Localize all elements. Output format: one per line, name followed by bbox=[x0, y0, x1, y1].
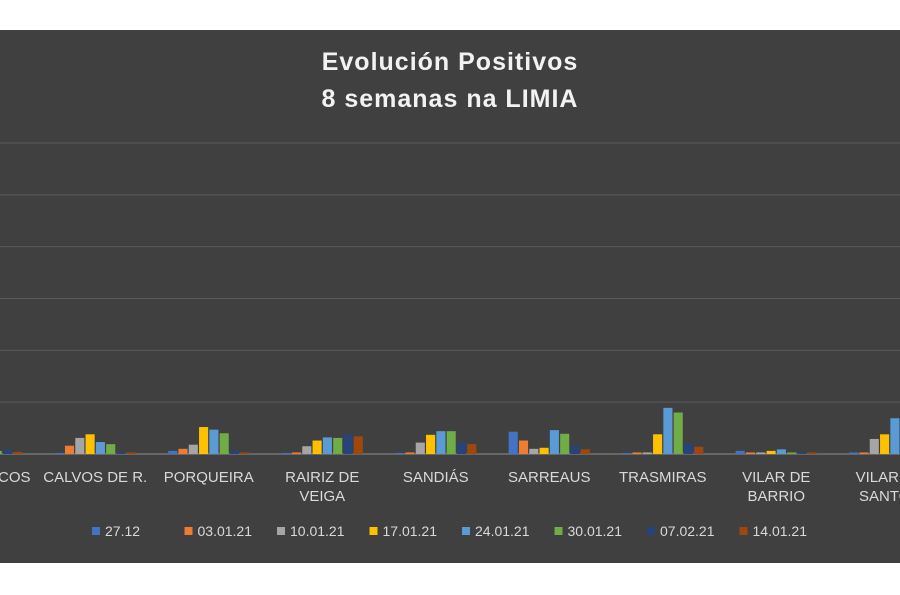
bar bbox=[632, 452, 642, 454]
bar bbox=[869, 438, 879, 454]
bar bbox=[116, 452, 126, 454]
bar bbox=[188, 444, 198, 454]
bar bbox=[467, 444, 477, 454]
category-label: TRASMIRAS bbox=[619, 469, 707, 486]
legend-entry: 14.01.21 bbox=[753, 523, 808, 539]
legend-swatch bbox=[647, 527, 655, 535]
bar bbox=[178, 448, 188, 454]
bar bbox=[797, 452, 807, 454]
bar bbox=[456, 442, 467, 454]
gridlines bbox=[0, 142, 900, 455]
bar bbox=[168, 450, 178, 454]
bar bbox=[312, 440, 322, 454]
bar bbox=[85, 434, 95, 454]
bar bbox=[405, 452, 415, 454]
chart-area: Evolución Positivos 8 semanas na LIMIA O… bbox=[0, 30, 900, 563]
category-label: CALVOS DE R. bbox=[43, 469, 147, 486]
legend-entry: 10.01.21 bbox=[290, 523, 345, 539]
bar bbox=[787, 452, 797, 454]
bar bbox=[353, 436, 363, 454]
category-label: SANDIÁS bbox=[403, 469, 469, 486]
category-label: PORQUEIRA bbox=[164, 469, 254, 486]
bar bbox=[508, 431, 518, 454]
legend-swatch bbox=[739, 527, 748, 535]
bar bbox=[560, 433, 570, 454]
bar bbox=[673, 412, 683, 454]
bar bbox=[745, 452, 756, 454]
bar bbox=[333, 437, 343, 454]
bar bbox=[539, 447, 549, 454]
bar bbox=[580, 449, 590, 454]
legend-swatch bbox=[554, 527, 563, 535]
bar bbox=[663, 407, 673, 454]
bar bbox=[199, 427, 209, 454]
legend-entry: 24.01.21 bbox=[475, 523, 530, 539]
category-label: OS BLANCOS bbox=[0, 469, 31, 486]
bar bbox=[446, 431, 456, 454]
bar bbox=[229, 450, 240, 454]
bar bbox=[13, 451, 23, 454]
bar bbox=[426, 434, 436, 454]
bar bbox=[54, 452, 64, 454]
legend-entry: 07.02.21 bbox=[660, 523, 715, 539]
bar bbox=[622, 452, 632, 454]
legend-entry: 17.01.21 bbox=[383, 523, 438, 539]
legend-entry: 27.12 bbox=[105, 523, 140, 539]
bar bbox=[64, 445, 75, 454]
bar bbox=[126, 452, 136, 454]
bars bbox=[0, 407, 900, 454]
bar bbox=[2, 449, 13, 454]
category-labels: OS BLANCOS CALVOS DE R. PORQUEIRA RAIRIZ DE… bbox=[0, 469, 900, 505]
bar bbox=[694, 446, 704, 454]
bar bbox=[415, 442, 425, 454]
legend-swatch bbox=[462, 527, 470, 535]
bar bbox=[75, 437, 85, 454]
bar bbox=[570, 445, 580, 454]
legend-swatch bbox=[184, 527, 193, 535]
bar bbox=[735, 450, 745, 454]
bar bbox=[653, 434, 663, 454]
bar bbox=[219, 433, 229, 454]
bar bbox=[849, 452, 859, 454]
bar bbox=[642, 452, 652, 454]
bar bbox=[302, 446, 312, 454]
bar bbox=[343, 434, 353, 454]
bar bbox=[890, 418, 900, 454]
bar bbox=[436, 431, 446, 454]
legend-entry: 30.01.21 bbox=[568, 523, 623, 539]
legend: 27.12 03.01.21 10.01.21 17.01.21 24.01.21 30.… bbox=[92, 523, 807, 539]
chart-title-line1: Evolución Positivos bbox=[321, 48, 579, 76]
legend-entry: 03.01.21 bbox=[198, 523, 253, 539]
bar bbox=[549, 430, 559, 454]
bar bbox=[859, 452, 869, 454]
category-label: VILAR DESANTOS bbox=[856, 469, 900, 505]
bar-chart: OS BLANCOS CALVOS DE R. PORQUEIRA RAIRIZ DE… bbox=[0, 142, 900, 539]
bar bbox=[766, 450, 776, 454]
bar bbox=[209, 429, 219, 454]
category-label: VILAR DE BARRIO bbox=[742, 469, 810, 505]
category-label: RAIRIZ DE VEIGA bbox=[285, 469, 359, 505]
bar bbox=[529, 448, 539, 454]
bar bbox=[518, 440, 529, 454]
category-label: SARREAUS bbox=[508, 469, 591, 486]
bar bbox=[683, 443, 694, 454]
bar bbox=[322, 437, 332, 454]
chart-title-line2: 8 semanas na LIMIA bbox=[321, 85, 579, 113]
legend-swatch bbox=[92, 527, 100, 535]
legend-swatch bbox=[277, 527, 285, 535]
bar bbox=[281, 452, 291, 454]
bar bbox=[240, 452, 250, 454]
bar bbox=[776, 449, 786, 454]
bar bbox=[0, 450, 2, 454]
bar bbox=[807, 452, 817, 454]
bar bbox=[395, 452, 405, 454]
legend-swatch bbox=[369, 527, 378, 535]
bar bbox=[880, 434, 890, 454]
bar bbox=[756, 452, 766, 454]
bar bbox=[106, 444, 116, 454]
bar bbox=[95, 442, 105, 454]
bar bbox=[291, 452, 302, 454]
